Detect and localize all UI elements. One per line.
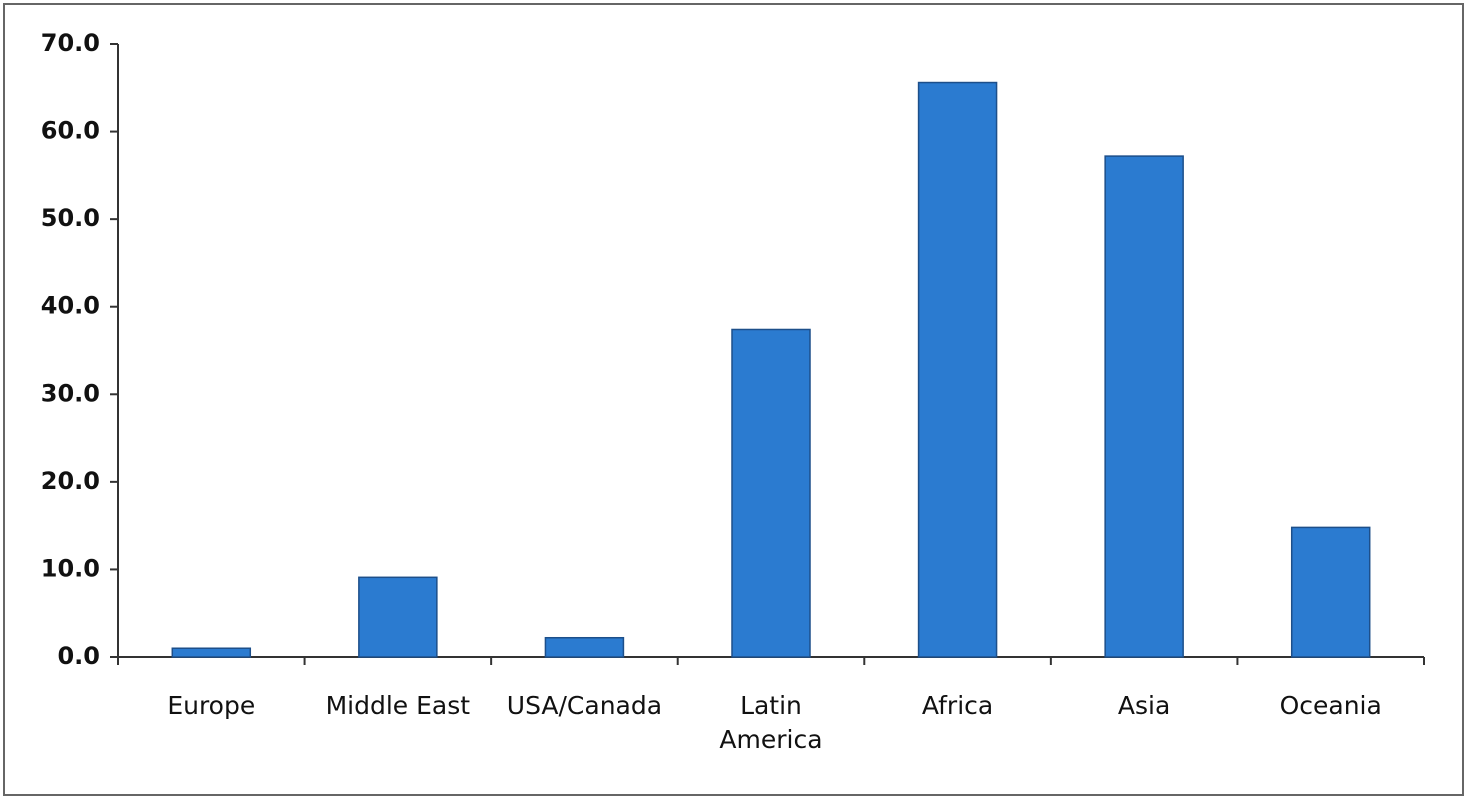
x-tick-label: USA/Canada xyxy=(506,691,663,720)
bar xyxy=(917,81,998,658)
bar xyxy=(731,328,811,658)
y-tick-label: 50.0 xyxy=(41,204,100,232)
y-tick-label: 0.0 xyxy=(57,642,100,670)
y-tick-label: 40.0 xyxy=(41,292,100,320)
bar xyxy=(358,576,438,658)
x-tick-label: Latin America xyxy=(719,691,823,754)
x-tick-label: Europe xyxy=(167,691,256,720)
bar xyxy=(544,636,625,658)
y-tick-label: 70.0 xyxy=(41,29,100,57)
x-tick-label: Asia xyxy=(1117,691,1171,720)
bar xyxy=(1104,155,1184,658)
x-tick-label: Africa xyxy=(921,691,994,720)
x-tick-label: Middle East xyxy=(325,691,471,720)
y-tick-label: 60.0 xyxy=(41,117,100,145)
y-tick-label: 10.0 xyxy=(41,554,100,582)
x-tick-label: Oceania xyxy=(1279,691,1382,720)
bar xyxy=(171,647,252,658)
y-tick-label: 20.0 xyxy=(41,467,100,495)
bar xyxy=(1290,526,1371,658)
chart-frame xyxy=(3,3,1464,796)
y-tick-label: 30.0 xyxy=(41,379,100,407)
